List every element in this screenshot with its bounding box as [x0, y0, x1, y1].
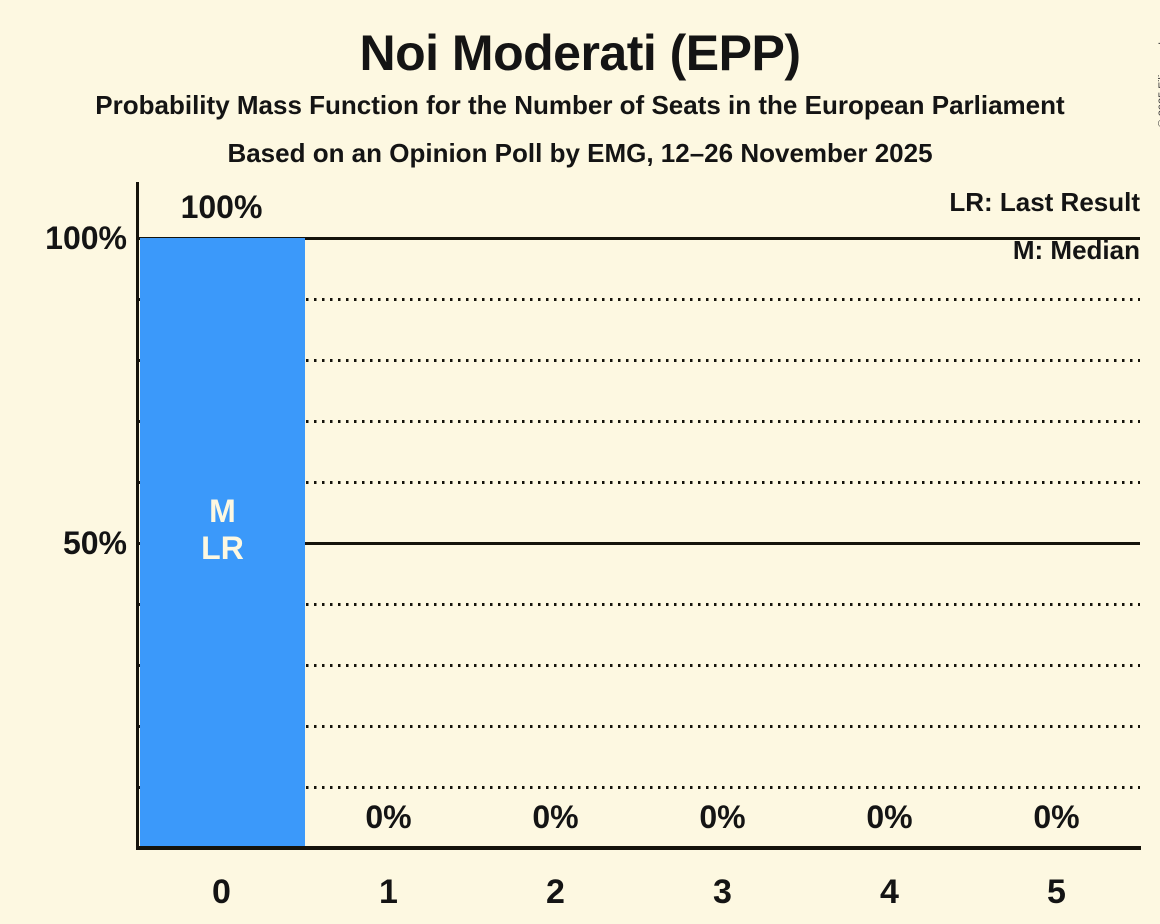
x-axis [136, 846, 1141, 850]
value-label-seats-4: 0% [866, 799, 913, 835]
gridline-100pct [138, 236, 1140, 240]
median-last-result-marker: M LR [201, 493, 244, 567]
value-label-seats-1: 0% [365, 799, 412, 835]
x-tick-2: 2 [546, 873, 565, 911]
gridline-10pct [138, 785, 1140, 789]
gridline-30pct [138, 663, 1140, 667]
x-tick-3: 3 [713, 873, 732, 911]
x-tick-0: 0 [212, 873, 231, 911]
value-label-seats-2: 0% [532, 799, 579, 835]
y-tick-100pct: 100% [45, 220, 127, 256]
value-label-seats-3: 0% [699, 799, 746, 835]
value-label-seats-5: 0% [1033, 799, 1080, 835]
last-result-label: LR [201, 530, 244, 566]
gridline-80pct [138, 358, 1140, 362]
value-label-seats-0: 100% [180, 189, 263, 225]
y-axis [136, 182, 139, 850]
y-tick-50pct: 50% [62, 525, 127, 561]
chart-title: Noi Moderati (EPP) [359, 25, 801, 81]
gridline-50pct [138, 541, 1140, 545]
gridline-90pct [138, 297, 1140, 301]
legend-median: M: Median [1012, 235, 1140, 265]
x-tick-1: 1 [379, 873, 398, 911]
gridline-40pct [138, 602, 1140, 606]
chart-subtitle-poll: Based on an Opinion Poll by EMG, 12–26 N… [227, 138, 933, 168]
legend-last-result: LR: Last Result [949, 187, 1140, 217]
gridline-70pct [138, 419, 1140, 423]
x-tick-4: 4 [880, 873, 899, 911]
bar-seats-0: M LR [140, 238, 305, 848]
gridline-20pct [138, 724, 1140, 728]
gridline-60pct [138, 480, 1140, 484]
chart-subtitle-function: Probability Mass Function for the Number… [95, 90, 1065, 120]
x-tick-5: 5 [1047, 873, 1066, 911]
median-label: M [209, 493, 236, 529]
